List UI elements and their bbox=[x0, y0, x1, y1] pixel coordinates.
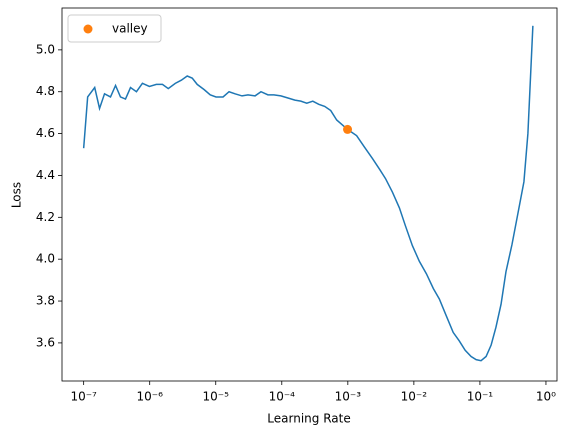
y-tick-label: 4.2 bbox=[36, 210, 55, 224]
legend-box bbox=[67, 14, 162, 43]
axes-frame bbox=[61, 7, 558, 382]
y-tick-label: 4.6 bbox=[36, 126, 55, 140]
legend-marker bbox=[83, 24, 93, 34]
y-axis-label: Loss bbox=[10, 182, 24, 208]
x-tick-label: 10⁰ bbox=[536, 390, 556, 404]
legend: valley bbox=[67, 14, 162, 43]
y-tick-label: 3.6 bbox=[36, 335, 55, 349]
x-tick-label: 10⁻⁷ bbox=[70, 390, 97, 404]
y-tick-label: 5.0 bbox=[36, 42, 55, 56]
x-tick-label: 10⁻² bbox=[401, 390, 428, 404]
y-tick-label: 4.0 bbox=[36, 252, 55, 266]
x-tick-label: 10⁻⁶ bbox=[136, 390, 163, 404]
x-tick-label: 10⁻¹ bbox=[467, 390, 494, 404]
x-axis-label: Learning Rate bbox=[267, 412, 350, 426]
y-tick-label: 4.4 bbox=[36, 168, 55, 182]
x-tick-label: 10⁻⁴ bbox=[269, 390, 296, 404]
legend-label: valley bbox=[112, 22, 148, 36]
loss-line bbox=[82, 25, 534, 362]
valley-marker bbox=[343, 124, 353, 134]
y-tick-label: 3.8 bbox=[36, 294, 55, 308]
y-tick-label: 4.8 bbox=[36, 84, 55, 98]
x-tick-label: 10⁻⁵ bbox=[203, 390, 230, 404]
x-tick-label: 10⁻³ bbox=[335, 390, 362, 404]
